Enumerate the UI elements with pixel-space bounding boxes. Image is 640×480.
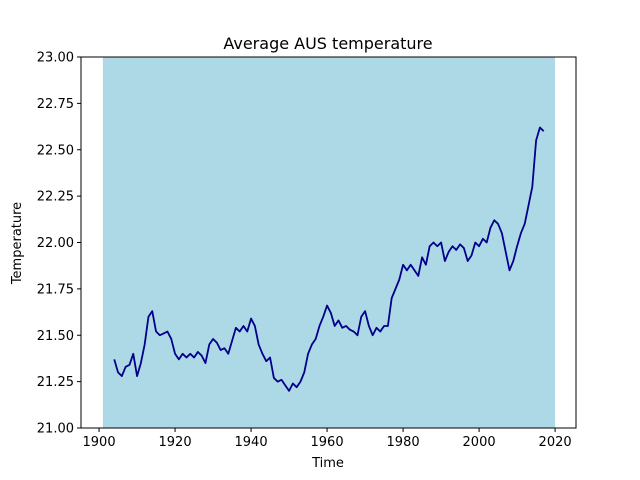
x-tick-label: 2020	[539, 435, 572, 450]
x-axis-label: Time	[311, 456, 344, 471]
y-tick-label: 23.00	[37, 51, 74, 66]
y-tick-label: 21.00	[37, 422, 74, 437]
x-tick-label: 1920	[159, 435, 192, 450]
x-tick-label: 1900	[83, 435, 116, 450]
line-series	[113, 126, 545, 392]
y-axis-label: Temperature	[10, 202, 25, 285]
y-tick-label: 21.50	[37, 329, 74, 344]
x-tick-label: 2000	[463, 435, 496, 450]
chart-title: Average AUS temperature	[223, 34, 432, 53]
plot-frame	[80, 56, 577, 429]
y-tick-label: 21.25	[37, 375, 74, 390]
y-tick-label: 22.25	[37, 190, 74, 205]
y-tick-label: 22.75	[37, 97, 74, 112]
y-tick-label: 22.00	[37, 236, 74, 251]
y-tick-label: 22.50	[37, 143, 74, 158]
y-tick-label: 21.75	[37, 282, 74, 297]
x-tick-label: 1940	[235, 435, 268, 450]
x-tick-label: 1960	[311, 435, 344, 450]
shaded-span	[102, 57, 556, 428]
x-tick-label: 1980	[387, 435, 420, 450]
